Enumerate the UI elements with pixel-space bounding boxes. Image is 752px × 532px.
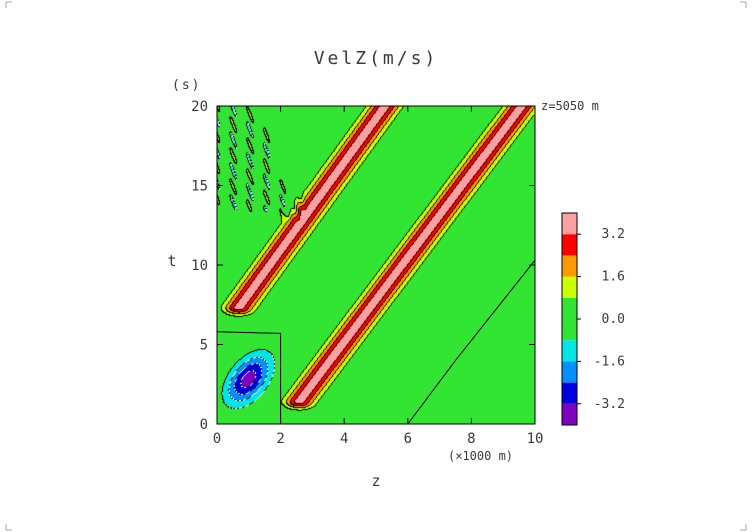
region-boundary-1	[407, 259, 535, 424]
y-tick-label: 15	[191, 179, 208, 195]
x-tick-label: 2	[276, 431, 284, 447]
x-tick-label: 0	[213, 431, 221, 447]
colorbar-tick-label: -1.6	[594, 354, 625, 369]
y-tick-label: 0	[200, 417, 208, 433]
annotation: z=5050 m	[541, 99, 599, 113]
colorbar-segment	[562, 361, 577, 383]
x-tick-label: 8	[467, 431, 475, 447]
colorbar-segment	[562, 403, 577, 425]
x-unit-label: (×1000 m)	[448, 449, 513, 463]
y-axis-label: t	[167, 252, 176, 270]
x-tick-label: 10	[527, 431, 544, 447]
colorbar-segment	[562, 234, 577, 256]
colorbar-tick-label: 3.2	[602, 227, 625, 242]
region-boundary-0	[217, 331, 282, 424]
heatmap-image	[217, 106, 535, 424]
page-corner-marks	[5, 1, 747, 531]
colorbar-tick-label: -3.2	[594, 397, 625, 412]
y-tick-label: 5	[200, 338, 208, 354]
x-tick-label: 4	[340, 431, 348, 447]
colorbar-segment	[562, 340, 577, 362]
colorbar-tick-label: 0.0	[602, 312, 625, 327]
plot-area: 0 2 4 6 8 10 0 5 10 15 20	[191, 99, 543, 447]
region-boundaries	[217, 259, 535, 424]
colorbar: 3.2 1.6 0.0 -1.6 -3.2	[561, 212, 625, 426]
colorbar-segment	[562, 213, 577, 235]
y-tick-label: 20	[191, 99, 208, 115]
x-axis-label: z	[371, 472, 380, 490]
colorbar-segment	[562, 297, 577, 341]
x-axis: 0 2 4 6 8 10	[213, 106, 544, 447]
y-unit-label: (s)	[172, 78, 201, 93]
colorbar-segment	[562, 276, 577, 298]
colorbar-segment	[562, 382, 577, 404]
y-tick-label: 10	[191, 258, 208, 274]
y-axis: 0 5 10 15 20	[191, 99, 535, 433]
chart-title: VelZ(m/s)	[314, 48, 439, 69]
colorbar-segment	[562, 255, 577, 277]
colorbar-tick-label: 1.6	[602, 270, 625, 285]
x-tick-label: 6	[404, 431, 412, 447]
